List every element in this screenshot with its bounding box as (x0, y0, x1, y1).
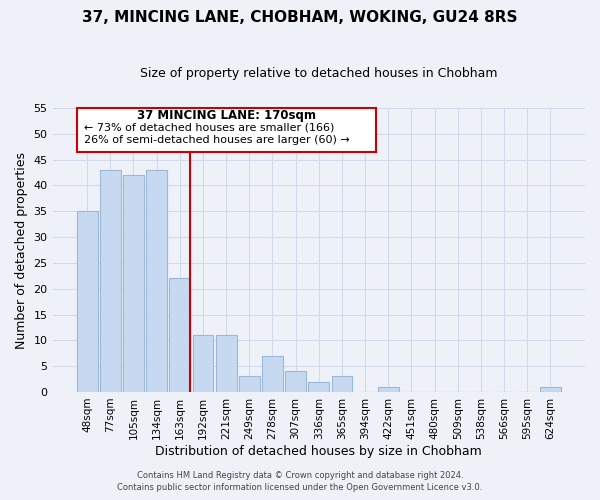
Bar (193, 335, 214, 392)
Bar (332, 376, 352, 392)
Text: ← 73% of detached houses are smaller (166): ← 73% of detached houses are smaller (16… (83, 122, 334, 132)
Text: 26% of semi-detached houses are larger (60) →: 26% of semi-detached houses are larger (… (83, 135, 349, 145)
Bar (169, 278, 190, 392)
Text: 37 MINCING LANE: 170sqm: 37 MINCING LANE: 170sqm (137, 110, 316, 122)
Bar (540, 387, 561, 392)
Bar (216, 335, 236, 392)
X-axis label: Distribution of detached houses by size in Chobham: Distribution of detached houses by size … (155, 444, 482, 458)
Bar (100, 170, 121, 392)
Bar (239, 376, 260, 392)
Bar (262, 356, 283, 392)
Bar (378, 387, 398, 392)
Title: Size of property relative to detached houses in Chobham: Size of property relative to detached ho… (140, 68, 497, 80)
Y-axis label: Number of detached properties: Number of detached properties (15, 152, 28, 348)
Text: 37, MINCING LANE, CHOBHAM, WOKING, GU24 8RS: 37, MINCING LANE, CHOBHAM, WOKING, GU24 … (82, 10, 518, 25)
Bar (123, 175, 144, 392)
Bar (77, 212, 98, 392)
Bar (285, 372, 306, 392)
Bar (308, 382, 329, 392)
Bar (146, 170, 167, 392)
Text: Contains HM Land Registry data © Crown copyright and database right 2024.
Contai: Contains HM Land Registry data © Crown c… (118, 471, 482, 492)
FancyBboxPatch shape (77, 108, 376, 152)
